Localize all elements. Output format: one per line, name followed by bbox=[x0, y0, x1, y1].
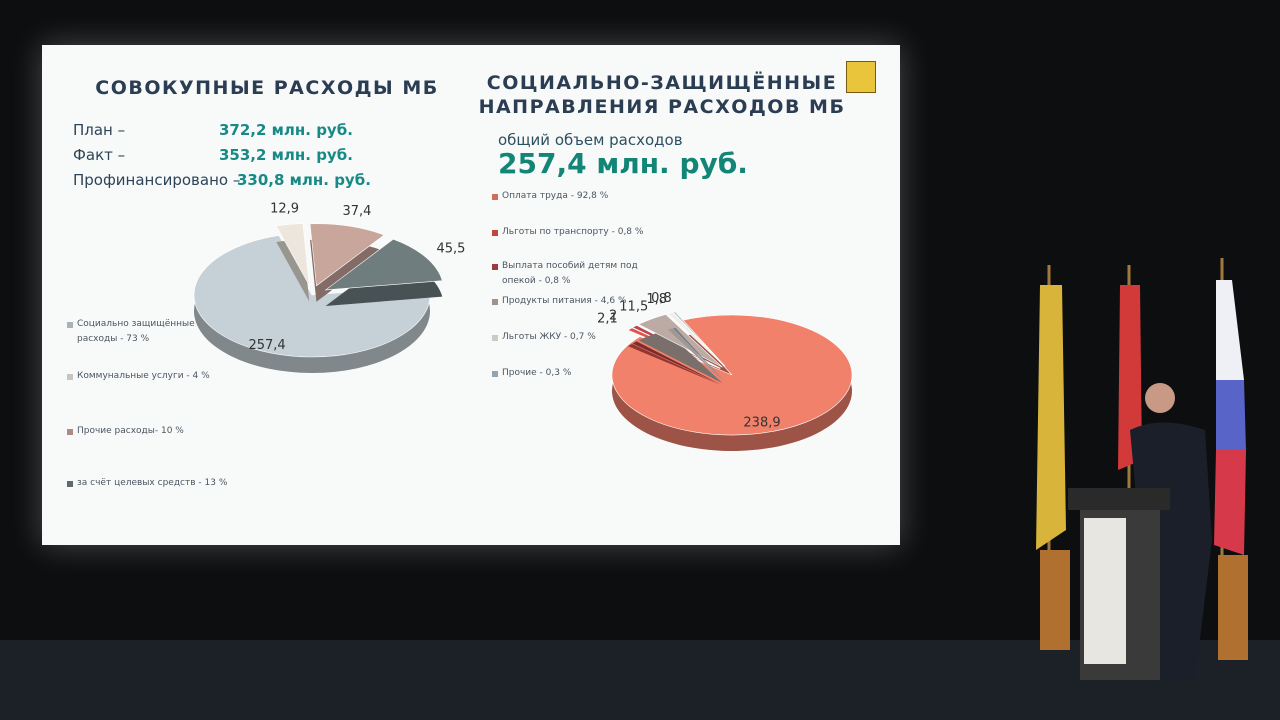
legend-marker bbox=[492, 299, 498, 305]
pie-slice bbox=[309, 223, 385, 302]
pie-slice bbox=[672, 311, 726, 383]
value-label: 257,4 bbox=[248, 338, 285, 353]
slice-top bbox=[193, 235, 431, 358]
legend-label: за счёт целевых средств - 13 % bbox=[77, 478, 228, 488]
value-label: 37,4 bbox=[343, 204, 372, 219]
value-label: 238,9 bbox=[743, 416, 780, 431]
right-title: СОЦИАЛЬНО-ЗАЩИЩЁННЫЕ НАПРАВЛЕНИЯ РАСХОДО… bbox=[478, 72, 846, 118]
slice-top bbox=[672, 311, 726, 367]
fact-amount: 353,2 млн. руб. bbox=[219, 146, 353, 164]
legend-item: Льготы ЖКУ - 0,7 % bbox=[502, 332, 596, 342]
slice-top bbox=[275, 223, 310, 286]
legend-label: Оплата труда - 92,8 % bbox=[502, 191, 609, 201]
financed-label: Профинансировано – bbox=[73, 171, 241, 189]
podium-top bbox=[1068, 488, 1170, 510]
legend-label: Прочие расходы- 10 % bbox=[77, 426, 184, 436]
legend-marker bbox=[67, 374, 73, 380]
legend-label: Льготы по транспорту - 0,8 % bbox=[502, 227, 644, 237]
slice-side bbox=[632, 341, 721, 385]
legend-marker bbox=[492, 230, 498, 236]
slice-side bbox=[667, 328, 725, 383]
value-label: 11,5 bbox=[619, 299, 648, 314]
financed-amount: 330,8 млн. руб. bbox=[237, 171, 371, 189]
plan-amount: 372,2 млн. руб. bbox=[219, 121, 353, 139]
charts: 257,4 Социально защищённые расходы - 73 %… bbox=[67, 191, 853, 488]
legend-item: Прочие - 0,3 % bbox=[502, 368, 572, 378]
flag bbox=[1118, 285, 1142, 470]
value-label: 12,9 bbox=[270, 202, 299, 217]
legend-marker bbox=[67, 322, 73, 328]
total-label: общий объем расходов bbox=[498, 131, 683, 149]
value-label: 1,8 bbox=[646, 292, 667, 307]
flag bbox=[1036, 285, 1066, 550]
slide: СОВОКУПНЫЕ РАСХОДЫ МБ СОЦИАЛЬНО-ЗАЩИЩЁНН… bbox=[42, 45, 900, 545]
value-label: 2 bbox=[609, 308, 617, 323]
speaker-head bbox=[1145, 383, 1175, 413]
legend-marker bbox=[492, 194, 498, 200]
left-title: СОВОКУПНЫЕ РАСХОДЫ МБ bbox=[95, 77, 439, 99]
value-label: 45,5 bbox=[437, 242, 466, 257]
legend-item: Выплата пособий детям под опекой - 0,8 % bbox=[502, 261, 638, 286]
legend-label: Продукты питания - 4,6 % bbox=[502, 296, 627, 306]
pie-slice bbox=[611, 314, 853, 452]
flag-stand bbox=[1218, 555, 1248, 660]
flag bbox=[1214, 450, 1246, 555]
pie-slice bbox=[275, 223, 310, 302]
legend-item: Оплата труда - 92,8 % bbox=[502, 191, 609, 201]
fact-label: Факт – bbox=[73, 146, 126, 164]
flag bbox=[1216, 280, 1244, 380]
legend-marker bbox=[67, 429, 73, 435]
slice-side bbox=[673, 327, 726, 383]
legend-marker bbox=[492, 371, 498, 377]
slice-top bbox=[667, 312, 725, 367]
value-label: 0,8 bbox=[651, 291, 672, 306]
stage-floor bbox=[0, 640, 1280, 720]
legend-label: Прочие - 0,3 % bbox=[502, 368, 572, 378]
slice-side bbox=[627, 343, 720, 385]
legend-item: за счёт целевых средств - 13 % bbox=[77, 478, 228, 488]
legend-item: Социально защищённые расходы - 73 % bbox=[77, 319, 195, 344]
slice-top bbox=[309, 223, 385, 287]
flag-stand bbox=[1040, 550, 1070, 650]
legend-marker bbox=[492, 264, 498, 270]
pie-slice bbox=[667, 312, 725, 383]
legend-marker bbox=[492, 335, 498, 341]
plan-label: План – bbox=[73, 121, 126, 139]
legend-label: Социально защищённые расходы - 73 % bbox=[77, 319, 195, 344]
legend-item: Продукты питания - 4,6 % bbox=[502, 296, 627, 306]
podium-panel bbox=[1084, 518, 1126, 664]
legend-item: Коммунальные услуги - 4 % bbox=[77, 371, 210, 381]
legend-item: Прочие расходы- 10 % bbox=[77, 426, 184, 436]
slice-top bbox=[324, 238, 443, 291]
slice-top bbox=[611, 314, 853, 436]
pie-slice bbox=[324, 238, 443, 306]
legend-label: Коммунальные услуги - 4 % bbox=[77, 371, 210, 381]
legend-label: Выплата пособий детям под опекой - 0,8 % bbox=[502, 261, 638, 286]
legend-item: Льготы по транспорту - 0,8 % bbox=[502, 227, 644, 237]
value-label: 2,1 bbox=[597, 312, 618, 327]
total-amount: 257,4 млн. руб. bbox=[498, 147, 748, 180]
slice-side bbox=[638, 330, 723, 384]
flag bbox=[1216, 380, 1246, 450]
legend-marker bbox=[67, 481, 73, 487]
legend-label: Льготы ЖКУ - 0,7 % bbox=[502, 332, 596, 342]
pie-slice bbox=[193, 235, 431, 373]
emblem bbox=[846, 61, 876, 93]
